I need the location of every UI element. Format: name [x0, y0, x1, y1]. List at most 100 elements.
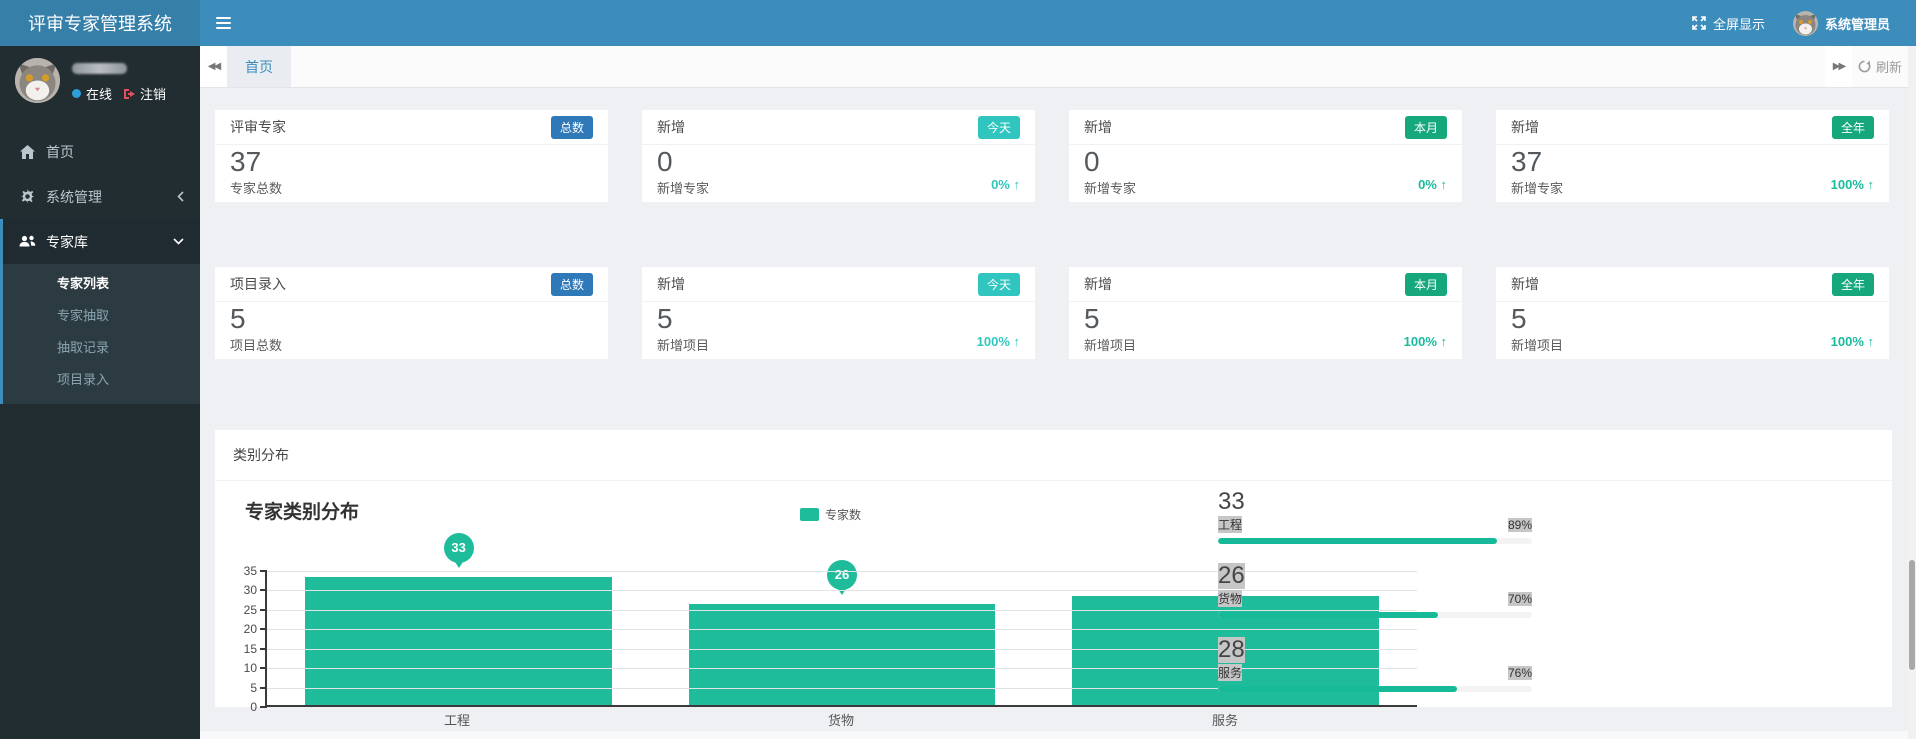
stat-card-experts-year[interactable]: 新增 全年 37 新增专家 100% ↑: [1496, 110, 1889, 202]
stat-value: 33: [1218, 488, 1245, 515]
chart-bar-cell: 33: [267, 532, 650, 705]
sidebar-toggle-button[interactable]: [200, 0, 246, 46]
card-title: 项目录入: [230, 276, 286, 292]
sidebar-item-draw-records[interactable]: 抽取记录: [57, 340, 110, 355]
hamburger-icon: [215, 14, 231, 32]
card-value: 5: [1084, 303, 1100, 334]
card-value: 37: [1511, 146, 1543, 177]
card-title: 新增: [657, 276, 685, 292]
y-axis-tick: [260, 706, 267, 708]
card-percent: 100% ↑: [1830, 177, 1874, 192]
online-status-label: 在线: [86, 87, 113, 102]
card-badge: 今天: [977, 115, 1020, 139]
fullscreen-button[interactable]: 全屏显示: [1678, 0, 1779, 46]
card-title: 新增: [657, 119, 685, 135]
progress-bar: [1218, 538, 1532, 544]
cat-avatar-icon: [15, 58, 60, 103]
chart-title: 专家类别分布: [245, 502, 360, 523]
stat-card-projects-month[interactable]: 新增 本月 5 新增项目 100% ↑: [1069, 267, 1462, 359]
card-badge: 本月: [1404, 272, 1447, 296]
sidebar-item-project-entry[interactable]: 项目录入: [57, 372, 110, 387]
stat-card-experts-total[interactable]: 评审专家 总数 37 专家总数 ↑: [215, 110, 608, 202]
stat-card-experts-today[interactable]: 新增 今天 0 新增专家 0% ↑: [642, 110, 1035, 202]
stat-percent: 76%: [1507, 665, 1532, 680]
y-axis-tick-label: 20: [243, 622, 257, 637]
scrollbar-thumb[interactable]: [1909, 560, 1915, 670]
stat-card-projects-today[interactable]: 新增 今天 5 新增项目 100% ↑: [642, 267, 1035, 359]
card-title: 评审专家: [230, 119, 286, 135]
card-title: 新增: [1511, 276, 1539, 292]
card-badge: 总数: [550, 272, 593, 296]
card-badge: 全年: [1831, 115, 1874, 139]
x-axis-label: 货物: [827, 713, 854, 728]
stat-card-projects-total[interactable]: 项目录入 总数 5 项目总数 ↑: [215, 267, 608, 359]
top-header: 评审专家管理系统 全屏显示: [0, 0, 1916, 46]
user-name-redacted: [72, 63, 127, 74]
sidebar-item-expert-list[interactable]: 专家列表: [57, 276, 110, 291]
stat-card-experts-month[interactable]: 新增 本月 0 新增专家 0% ↑: [1069, 110, 1462, 202]
bar-工程[interactable]: [305, 576, 612, 705]
logout-label: 注销: [140, 87, 167, 102]
fullscreen-icon: [1692, 16, 1706, 30]
card-title: 新增: [1511, 119, 1539, 135]
x-axis-label: 服务: [1211, 713, 1238, 728]
y-axis-tick: [260, 570, 267, 572]
app-logo[interactable]: 评审专家管理系统: [0, 0, 200, 46]
sidebar-item-system[interactable]: 系统管理: [0, 174, 200, 219]
refresh-icon: [1858, 60, 1871, 73]
card-value: 0: [657, 146, 673, 177]
card-value: 5: [230, 303, 246, 334]
sidebar-item-label: 专家库: [46, 233, 88, 250]
y-axis-tick: [260, 686, 267, 689]
chart-legend[interactable]: 专家数: [800, 506, 861, 523]
tabs-scroll-right-button[interactable]: ▶▶: [1824, 46, 1852, 87]
user-avatar-small: [1792, 10, 1818, 36]
card-title: 新增: [1084, 276, 1112, 292]
main-area: ◀◀ 首页 ▶▶ 刷新 评审专家 总数 37 专家总数: [200, 46, 1916, 739]
user-menu[interactable]: 系统管理员: [1779, 0, 1916, 46]
sidebar-item-expert-draw[interactable]: 专家抽取: [57, 308, 110, 323]
card-label: 新增专家: [657, 181, 710, 196]
gridline: [267, 687, 1417, 689]
panel-body: 专家类别分布 专家数 33 26 0 5 10 15 20 25 30 35 33 工程 89%: [215, 481, 1892, 714]
stat-cards-row-2: 项目录入 总数 5 项目总数 ↑ 新增 今天 5 新增项目 100% ↑: [215, 267, 1892, 359]
stat-group-services: 28 服务 76%: [1218, 637, 1532, 692]
stat-value: 26: [1218, 562, 1245, 589]
tab-label: 首页: [245, 58, 273, 75]
arrow-up-icon: ↑: [1440, 334, 1448, 349]
card-badge: 总数: [550, 115, 593, 139]
arrow-up-icon: ↑: [1013, 177, 1021, 192]
sidebar-submenu: 专家列表 专家抽取 抽取记录 项目录入: [3, 264, 200, 404]
vertical-scrollbar[interactable]: [1908, 46, 1916, 739]
y-axis-tick-label: 10: [243, 661, 257, 676]
sidebar-item-expert-library[interactable]: 专家库: [3, 219, 200, 264]
user-name: 系统管理员: [1824, 16, 1890, 32]
sidebar-item-home[interactable]: 首页: [0, 129, 200, 174]
card-percent: 100% ↑: [976, 334, 1020, 349]
tabs-scroll-left-button[interactable]: ◀◀: [200, 46, 227, 87]
card-value: 0: [1084, 146, 1100, 177]
sidebar-group-expert-library: 专家库 专家列表 专家抽取 抽取记录 项目录入: [0, 219, 200, 404]
y-axis-tick-label: 5: [250, 680, 257, 695]
progress-bar: [1218, 612, 1532, 618]
bar-value-balloon: 26: [826, 559, 857, 590]
sidebar-item-label: 首页: [46, 143, 74, 160]
chevron-down-icon: [173, 238, 184, 245]
x-axis-label: 工程: [443, 713, 470, 728]
refresh-button[interactable]: 刷新: [1852, 46, 1916, 87]
stat-cards-row-1: 评审专家 总数 37 专家总数 ↑ 新增 今天 0 新增专家 0% ↑: [215, 110, 1892, 202]
users-icon: [16, 235, 38, 248]
card-percent: 100% ↑: [1403, 334, 1448, 349]
panel-header: 类别分布: [215, 430, 1892, 481]
gridline: [267, 648, 1417, 650]
tab-home[interactable]: 首页: [227, 46, 291, 87]
gridline: [267, 668, 1417, 670]
bar-货物[interactable]: [688, 603, 996, 705]
y-axis-tick-label: 30: [243, 583, 257, 598]
stat-card-projects-year[interactable]: 新增 全年 5 新增项目 100% ↑: [1496, 267, 1889, 359]
card-label: 新增专家: [1511, 181, 1564, 196]
stat-percent: 89%: [1507, 517, 1532, 532]
logout-button[interactable]: 注销: [123, 84, 166, 103]
card-label: 新增项目: [1511, 338, 1564, 353]
fullscreen-label: 全屏显示: [1712, 16, 1765, 32]
